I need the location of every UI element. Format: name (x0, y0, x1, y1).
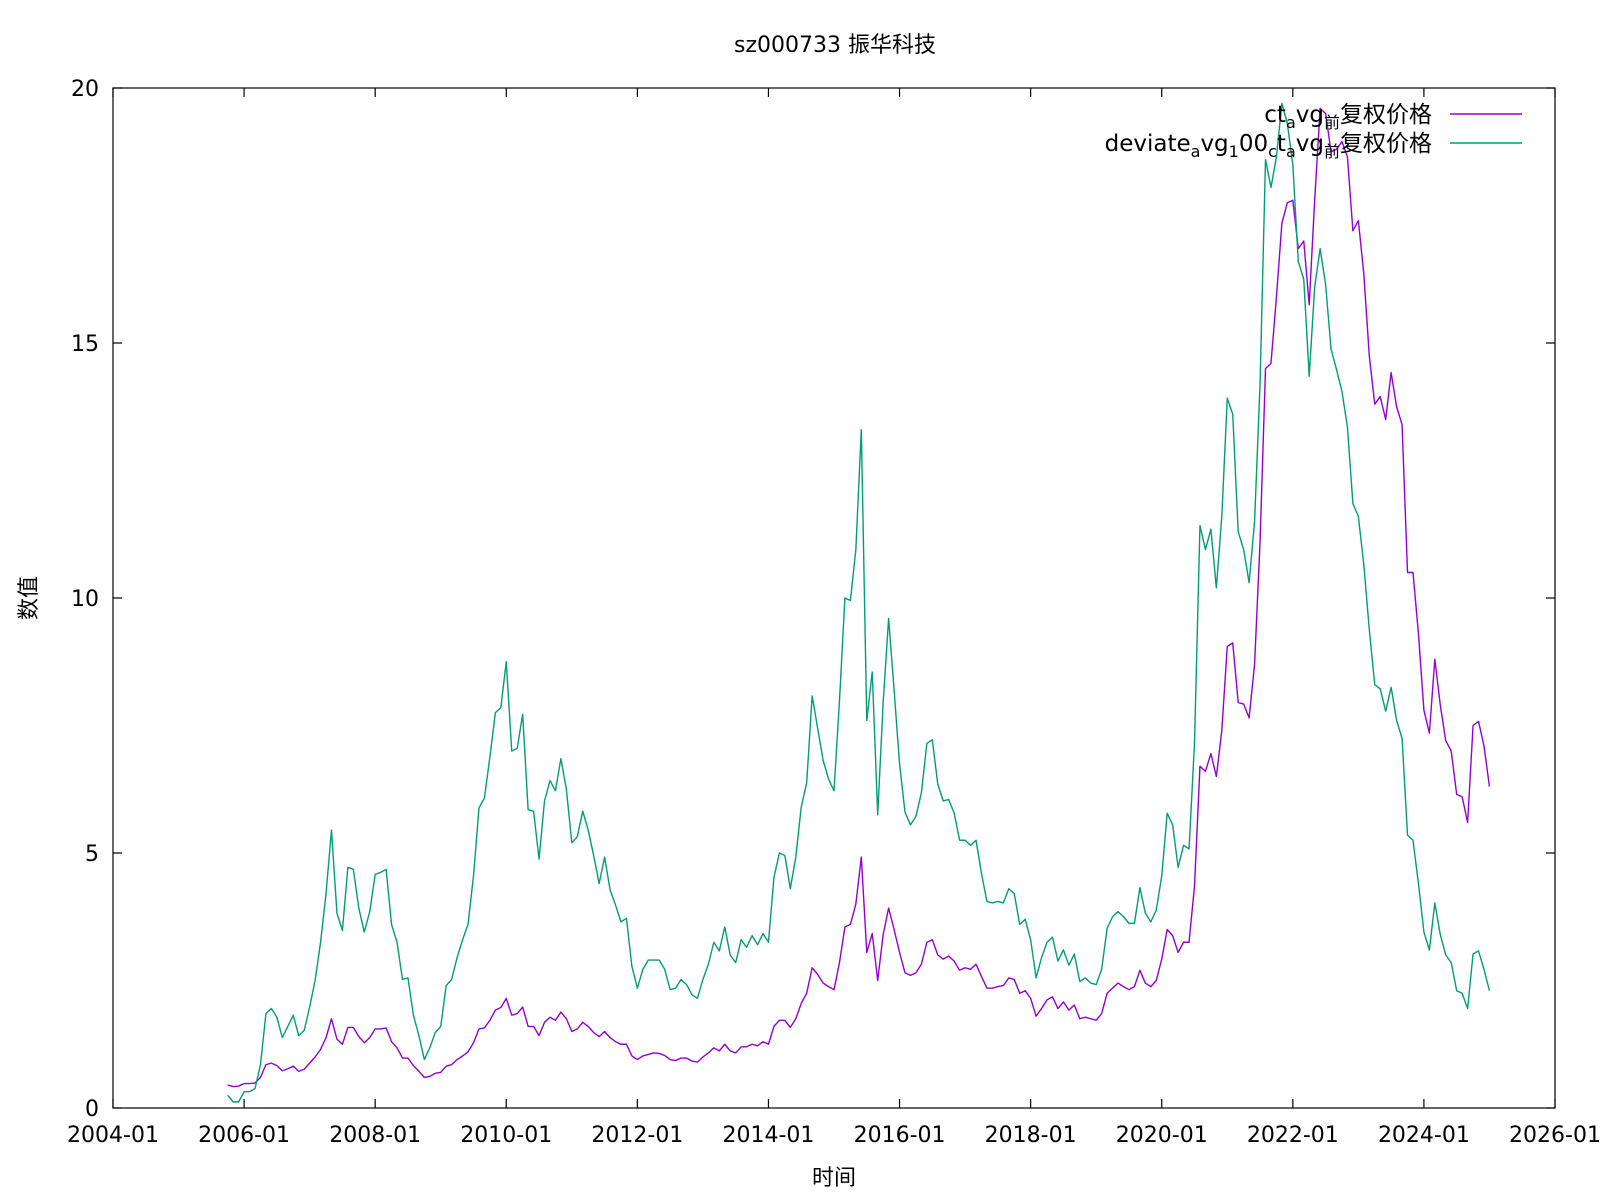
y-tick-label: 10 (71, 587, 99, 612)
x-tick-label: 2020-01 (1116, 1123, 1208, 1148)
x-tick-label: 2010-01 (460, 1123, 552, 1148)
chart-title: sz000733 振华科技 (734, 33, 936, 58)
legend-text-part: vg (1200, 131, 1228, 157)
legend-subscript: a (1191, 142, 1201, 161)
x-tick-label: 2012-01 (591, 1123, 683, 1148)
series-line-2 (227, 102, 1491, 1103)
x-tick-label: 2024-01 (1378, 1123, 1470, 1148)
plot-frame (112, 87, 1556, 1109)
legend-text-part: 复权价格 (1340, 102, 1432, 128)
legend-subscript: a (1286, 142, 1296, 161)
x-tick-label: 2014-01 (722, 1123, 814, 1148)
x-tick-label: 2004-01 (67, 1123, 159, 1148)
legend-text-part: deviate (1105, 131, 1191, 157)
legend-subscript: 前 (1324, 113, 1340, 132)
legend-text-part: 复权价格 (1340, 131, 1432, 157)
legend-label-2: deviateavg100ctavg前复权价格 (1105, 131, 1432, 161)
legend-text-part: vg (1296, 102, 1324, 128)
y-tick-labels: 0 5 10 15 20 (71, 77, 99, 1122)
legend-subscript: 1 (1229, 142, 1239, 161)
y-tick-label: 20 (71, 77, 99, 102)
legend-text-part: vg (1296, 131, 1324, 157)
y-tick-label: 5 (85, 842, 99, 867)
y-axis-label: 数值 (17, 576, 42, 620)
legend-text-part: 00 (1239, 131, 1268, 157)
x-tick-label: 2026-01 (1509, 1123, 1600, 1148)
x-tick-label: 2018-01 (985, 1123, 1077, 1148)
series-group (227, 102, 1491, 1103)
x-tick-labels: 2004-01 2006-01 2008-01 2010-01 2012-01 2014-… (67, 1123, 1600, 1148)
legend-text-part: ct (1264, 102, 1286, 128)
series-line-1 (227, 107, 1491, 1088)
legend-text-part: t (1277, 131, 1286, 157)
y-tick-label: 0 (85, 1097, 99, 1122)
legend-subscript: 前 (1324, 142, 1340, 161)
x-axis-label: 时间 (812, 1166, 856, 1191)
x-tick-label: 2008-01 (329, 1123, 421, 1148)
x-tick-label: 2016-01 (854, 1123, 946, 1148)
x-tick-label: 2022-01 (1247, 1123, 1339, 1148)
legend-subscript: a (1286, 113, 1296, 132)
legend-label-1: ctavg前复权价格 (1264, 102, 1432, 132)
legend-subscript: c (1268, 142, 1277, 161)
y-tick-label: 15 (71, 332, 99, 357)
x-tick-label: 2006-01 (198, 1123, 290, 1148)
